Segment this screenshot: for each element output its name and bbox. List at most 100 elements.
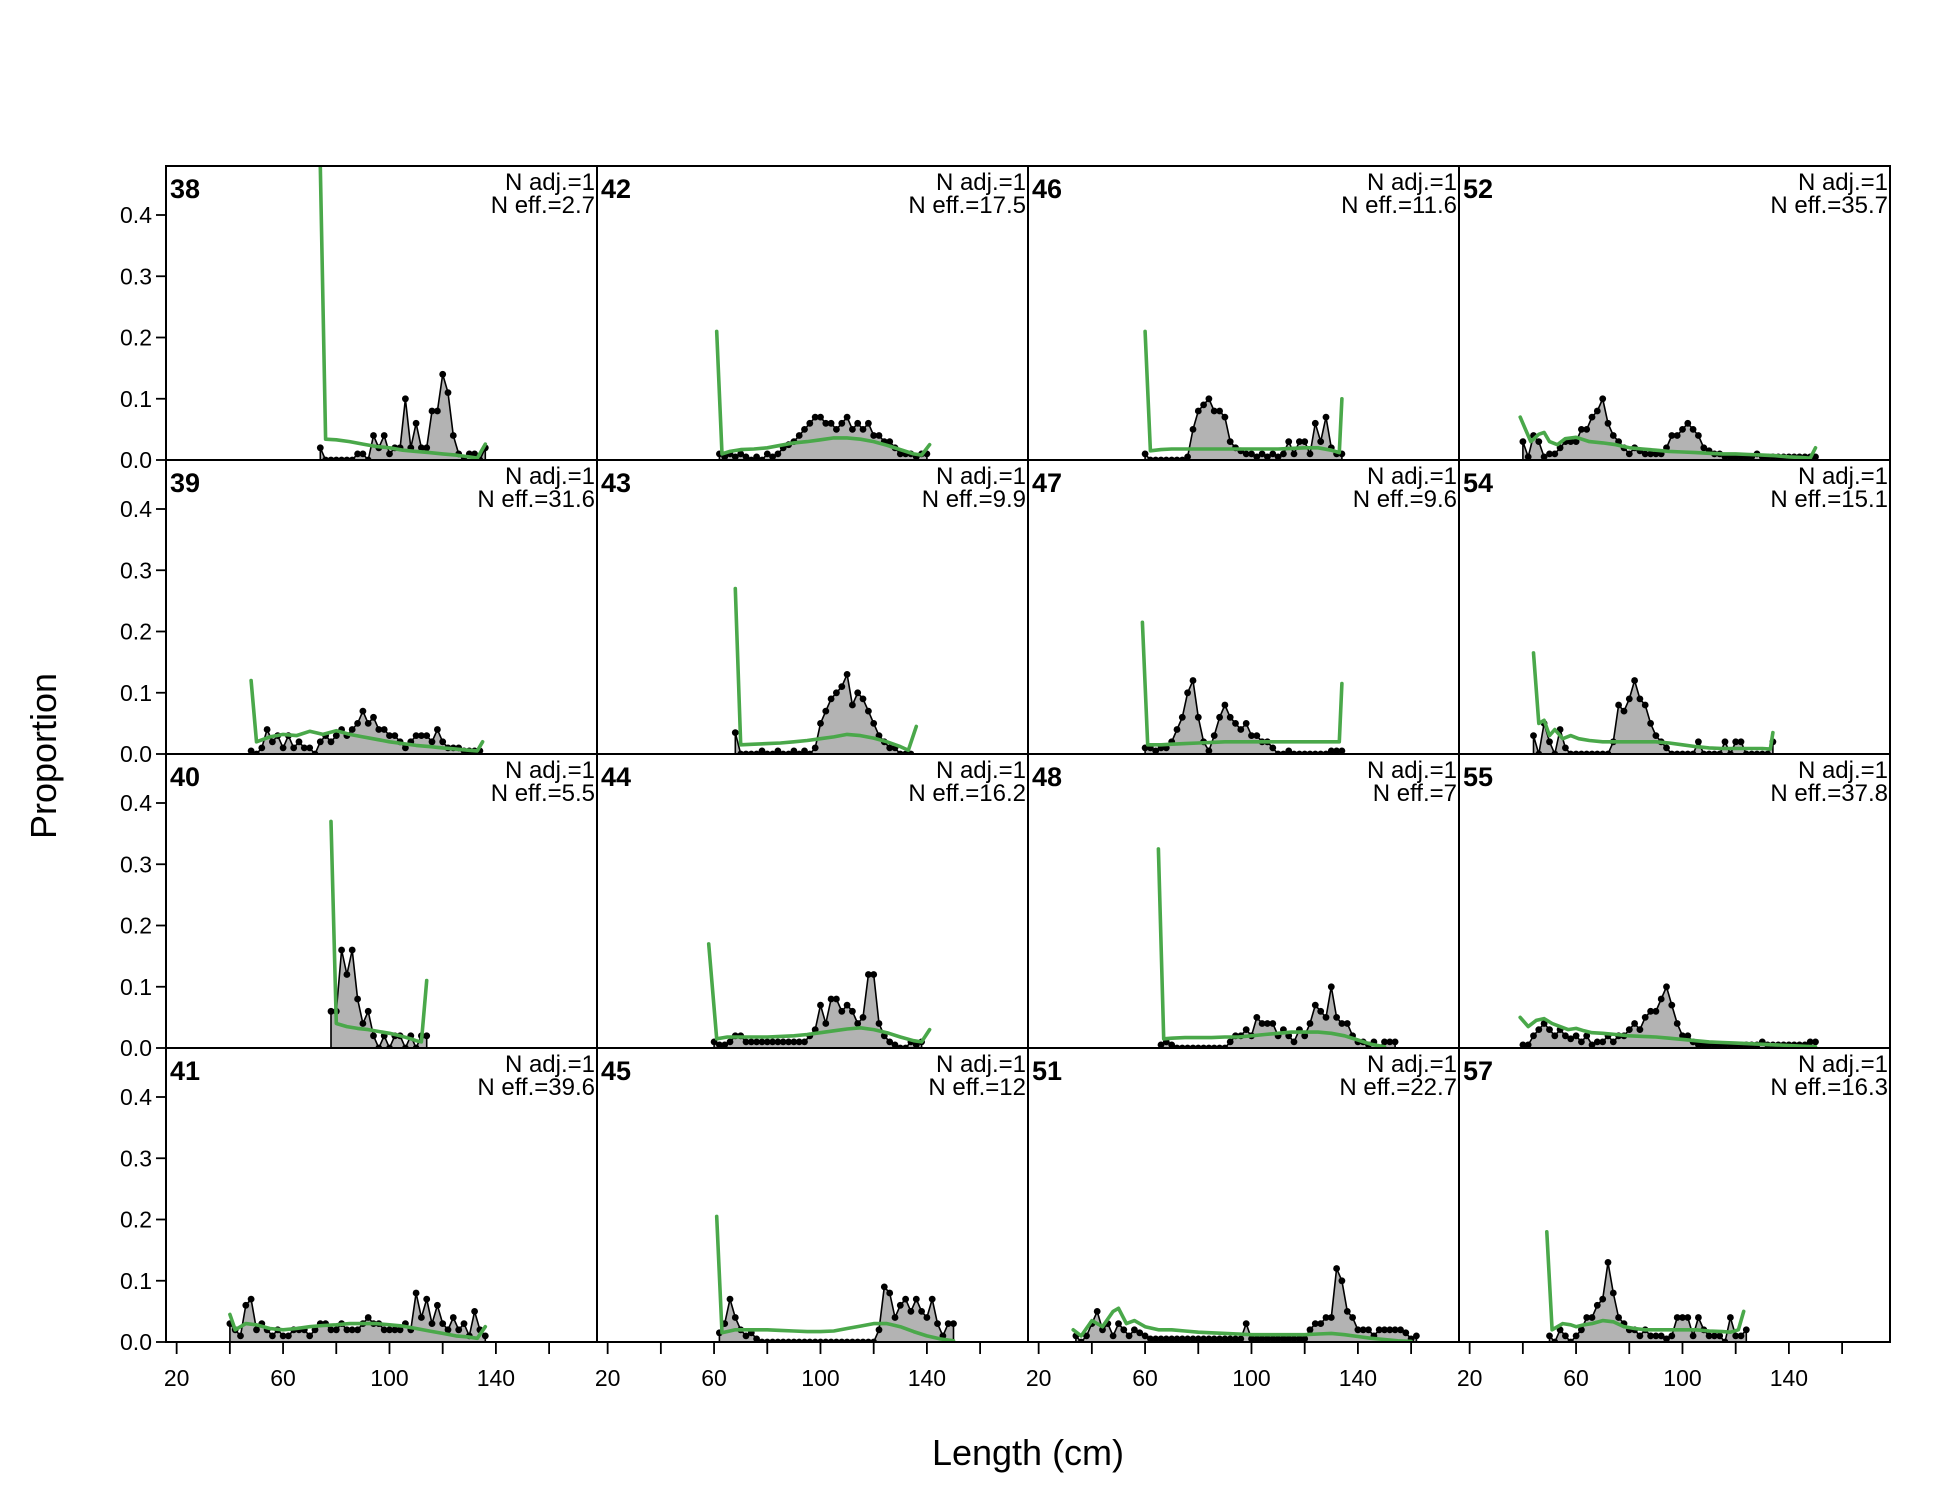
observed-point	[1812, 1038, 1819, 1046]
observed-point	[822, 419, 830, 427]
observed-point	[1184, 1335, 1191, 1342]
observed-point	[1413, 1332, 1420, 1340]
observed-point	[1684, 1314, 1692, 1321]
observed-point	[1636, 695, 1644, 703]
x-tick-label: 60	[1563, 1365, 1589, 1391]
observed-point	[1269, 744, 1277, 752]
n-adj-label: N adj.=1	[936, 169, 1026, 196]
panel-label: 55	[1463, 762, 1493, 792]
observed-point	[1301, 1032, 1309, 1040]
panel-label: 47	[1032, 468, 1062, 498]
panel-48: 48 N adj.=1N eff.=7	[1027, 753, 1460, 1049]
observed-point	[481, 1332, 489, 1340]
observed-point	[354, 450, 361, 458]
observed-point	[1524, 1041, 1532, 1048]
observed-point	[1168, 1335, 1176, 1342]
observed-point	[827, 419, 835, 427]
observed-point	[455, 1326, 463, 1334]
observed-point	[1695, 1314, 1702, 1321]
observed-point	[1189, 1335, 1197, 1342]
observed-point	[1668, 1001, 1676, 1009]
observed-point	[854, 689, 862, 697]
observed-point	[1285, 1335, 1293, 1342]
observed-point	[1311, 1320, 1319, 1327]
observed-point	[1200, 401, 1207, 409]
observed-point	[1636, 1332, 1644, 1340]
observed-point	[1194, 407, 1202, 415]
observed-point	[1237, 726, 1245, 733]
observed-point	[1689, 426, 1697, 433]
observed-point	[1338, 747, 1346, 754]
observed-point	[279, 744, 287, 752]
panel-55: 55 N adj.=1N eff.=37.8	[1458, 753, 1891, 1049]
observed-point	[1280, 1335, 1287, 1342]
panel-52: 52 N adj.=1N eff.=35.7	[1458, 165, 1891, 461]
n-adj-label: N adj.=1	[505, 463, 595, 490]
y-tick-label: 0.4	[120, 496, 152, 522]
observed-point	[316, 738, 324, 746]
observed-point	[1168, 1041, 1176, 1048]
observed-point	[880, 1283, 888, 1291]
observed-point	[1593, 1038, 1601, 1046]
observed-point	[1593, 407, 1601, 415]
expected-line	[228, 1312, 488, 1341]
observed-point	[348, 726, 356, 733]
x-tick-label: 20	[164, 1365, 190, 1391]
observed-point	[1152, 747, 1160, 754]
observed-point	[859, 1014, 867, 1021]
panel-plot-area	[1028, 329, 1459, 460]
n-adj-label: N adj.=1	[1798, 169, 1888, 196]
observed-point	[779, 1038, 787, 1046]
panel-plot-area	[166, 819, 597, 1048]
observed-point	[423, 1295, 431, 1303]
observed-point	[1237, 1335, 1245, 1342]
observed-point	[742, 453, 750, 460]
observed-point	[359, 450, 367, 458]
observed-point	[827, 995, 835, 1003]
observed-point	[338, 946, 345, 954]
observed-point	[875, 1326, 883, 1334]
observed-point	[1386, 1326, 1394, 1334]
observed-point	[833, 426, 840, 433]
observed-point	[1631, 1020, 1638, 1027]
observed-point	[726, 1295, 734, 1303]
y-tick-label: 0.4	[120, 1084, 152, 1110]
panel-42: 42 N adj.=1N eff.=17.5	[596, 165, 1029, 461]
observed-point	[1253, 453, 1261, 460]
observed-point	[1258, 1335, 1266, 1342]
observed-point	[428, 407, 436, 415]
observed-point	[449, 432, 457, 439]
observed-point	[348, 946, 356, 954]
observed-point	[316, 444, 324, 452]
n-eff-label: N eff.=16.3	[1770, 1074, 1888, 1101]
observed-point	[1242, 1320, 1250, 1327]
observed-point	[1679, 426, 1686, 433]
observed-point	[449, 1314, 457, 1321]
observed-point	[1620, 707, 1628, 715]
observed-point	[1609, 1289, 1617, 1297]
observed-point	[1157, 1041, 1165, 1048]
panel-label: 48	[1032, 762, 1062, 792]
expected-line	[1140, 620, 1344, 747]
observed-point	[1546, 1026, 1553, 1033]
observed-point	[1216, 407, 1223, 415]
observed-point	[838, 683, 846, 690]
observed-point	[1695, 738, 1702, 746]
observed-point	[354, 1326, 361, 1334]
observed-point	[354, 995, 361, 1003]
observed-point	[1641, 450, 1649, 458]
observed-point	[1572, 1032, 1580, 1040]
panel-47: 47 N adj.=1N eff.=9.6	[1027, 459, 1460, 755]
observed-point	[1540, 1020, 1548, 1027]
expected-line	[1531, 651, 1775, 751]
observed-point	[1578, 1326, 1585, 1334]
panel-label: 41	[170, 1056, 200, 1086]
panels-layer: 38 N adj.=1N eff.=2.739 N adj.=1N eff.=31.…	[165, 165, 1891, 1343]
observed-point	[865, 419, 872, 427]
observed-point	[1248, 450, 1255, 458]
observed-point	[854, 419, 862, 427]
observed-point	[1641, 1014, 1649, 1021]
observed-point	[1099, 1326, 1106, 1334]
observed-point	[1657, 1332, 1665, 1340]
expected-line	[1071, 1306, 1413, 1342]
